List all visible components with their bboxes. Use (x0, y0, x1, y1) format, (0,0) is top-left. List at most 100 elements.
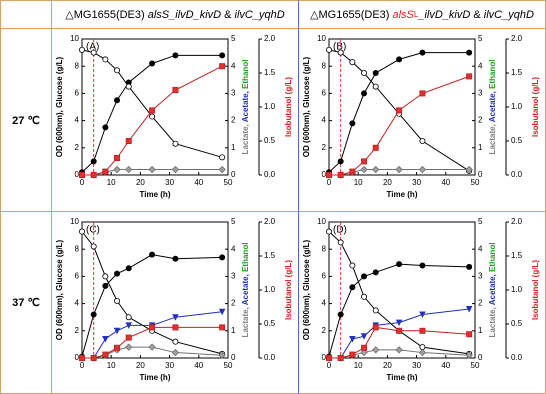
y-tick-label: 4 (322, 116, 327, 125)
y2-tick-label: 4 (478, 61, 483, 70)
series-line (328, 263, 470, 357)
data-point (419, 49, 426, 56)
data-point (372, 144, 379, 151)
y2-tick-label: 3 (478, 89, 483, 98)
data-point (125, 322, 132, 329)
x-tick-label: 50 (471, 361, 480, 370)
data-point (349, 351, 356, 358)
data-point (102, 168, 109, 175)
x-tick-label: 20 (136, 178, 145, 187)
data-point (361, 70, 368, 77)
data-point (219, 154, 226, 161)
data-point (361, 344, 368, 351)
x-tick-label: 10 (107, 361, 116, 370)
data-point (219, 254, 226, 261)
y2-label-part: Ethanol (488, 243, 497, 272)
y3-tick-label: 1.0 (511, 285, 523, 294)
data-point (466, 49, 473, 56)
data-point (325, 228, 332, 235)
data-point (171, 165, 180, 174)
x-tick-label: 0 (80, 361, 85, 370)
x-axis-label: Time (h) (387, 190, 418, 199)
panel-label: (D) (333, 225, 347, 236)
data-point (90, 354, 97, 361)
y-tick-label: 8 (75, 244, 80, 253)
series-line (329, 75, 470, 176)
y3-tick-label: 2.0 (511, 34, 523, 43)
data-point (125, 314, 132, 321)
y3-tick-label: 1.5 (511, 68, 523, 77)
header-text: L (413, 10, 419, 19)
plot-frame (328, 221, 476, 359)
data-point (114, 270, 121, 277)
data-point (337, 311, 344, 318)
data-point (113, 327, 121, 335)
y-tick-label: 0 (75, 353, 80, 362)
data-point (148, 343, 156, 351)
y-tick-label: 4 (75, 299, 80, 308)
y3-tick-label: 2.0 (511, 217, 523, 226)
y3-tick-label: 0.5 (264, 136, 276, 145)
data-point (419, 262, 426, 269)
data-point (419, 90, 426, 97)
data-point (78, 171, 85, 178)
data-point (219, 324, 226, 331)
y2-tick-label: 5 (478, 34, 483, 43)
y2-label-part: Ethanol (241, 60, 250, 89)
plot-frame (81, 221, 229, 359)
y2-axis-label: Lactate, Acetate, Ethanol (241, 243, 250, 338)
x-tick-label: 40 (441, 178, 450, 187)
panel-label: (A) (86, 42, 99, 53)
data-point (396, 261, 403, 268)
series-line (82, 65, 223, 176)
data-point (337, 239, 344, 246)
data-point (360, 165, 368, 174)
data-point (219, 52, 226, 59)
x-tick-label: 50 (471, 178, 480, 187)
header-text: & (470, 8, 484, 21)
data-point (372, 346, 380, 354)
x-axis-label: Time (h) (140, 190, 171, 199)
x-tick-label: 10 (354, 178, 363, 187)
y-axis-label: OD (600nm), Glucose (g/L) (302, 239, 311, 340)
y2-axis-label: Lactate, Acetate, Ethanol (488, 243, 497, 338)
data-point (395, 165, 403, 174)
y3-tick-label: 0.0 (511, 353, 523, 362)
y2-label-part: Lactate, (241, 305, 250, 337)
header-text: △MG1655(DE3) (310, 9, 393, 21)
y3-tick-label: 1.5 (511, 251, 523, 260)
x-tick-label: 30 (165, 178, 174, 187)
y2-tick-label: 3 (231, 89, 236, 98)
data-point (90, 171, 97, 178)
y-tick-label: 2 (322, 326, 327, 335)
y3-tick-label: 0.5 (264, 319, 276, 328)
y3-axis-label: Isobutanol (g/L) (284, 260, 293, 320)
y-tick-label: 6 (75, 272, 80, 281)
data-point (171, 348, 180, 357)
x-tick-label: 20 (383, 361, 392, 370)
y2-label-part: Acetate, (241, 89, 250, 122)
y2-label-part: Ethanol (241, 243, 250, 272)
data-point (418, 348, 427, 357)
data-point (372, 83, 379, 90)
y-tick-label: 6 (322, 272, 327, 281)
data-point (349, 59, 356, 66)
data-point (396, 107, 403, 114)
panel-label: (C) (86, 225, 100, 236)
data-point (114, 67, 121, 74)
data-point (102, 351, 109, 358)
y3-tick-label: 1.0 (264, 102, 276, 111)
y3-tick-label: 1.0 (264, 285, 276, 294)
y2-tick-label: 0 (231, 170, 236, 179)
y2-label-part: Acetate, (488, 272, 497, 305)
y3-axis-label: Isobutanol (g/L) (284, 77, 293, 137)
data-point (419, 311, 426, 318)
x-tick-label: 40 (194, 361, 203, 370)
data-point (361, 158, 368, 165)
series-line (328, 52, 470, 173)
data-point (337, 354, 344, 361)
plot-frame (328, 38, 476, 176)
y-axis-label: OD (600nm), Glucose (g/L) (55, 239, 64, 340)
data-point (325, 354, 332, 361)
